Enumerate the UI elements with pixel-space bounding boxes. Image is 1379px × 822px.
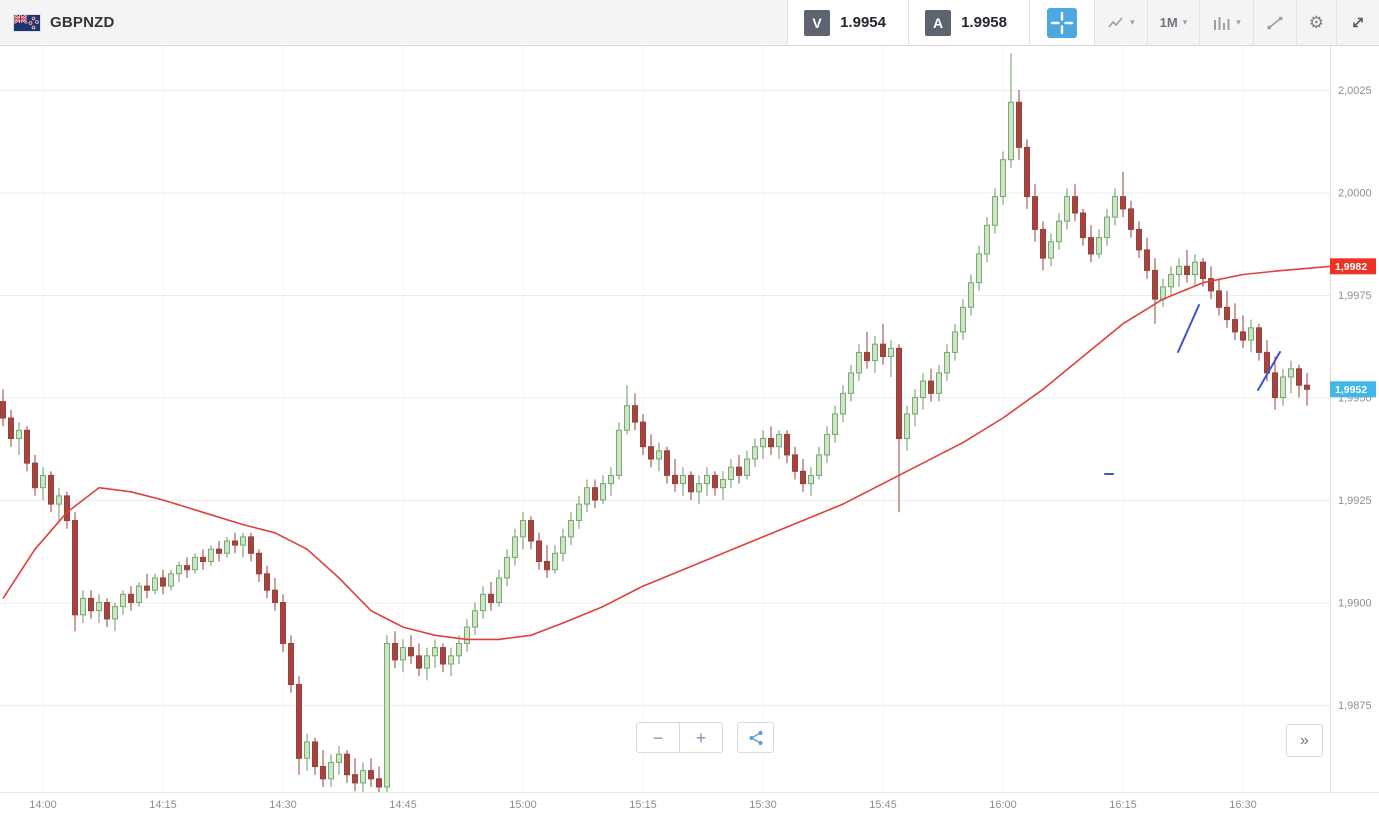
- buy-badge: A: [925, 9, 952, 36]
- share-button[interactable]: [737, 722, 774, 753]
- time-axis-label: 14:45: [389, 799, 417, 811]
- gear-icon: ⚙: [1308, 13, 1324, 32]
- buy-quote-button[interactable]: A 1.9958: [908, 0, 1030, 45]
- expand-panel-button[interactable]: »: [1286, 724, 1323, 757]
- collapse-arrows-icon: [1353, 17, 1363, 28]
- instrument-title: GBPNZD: [50, 14, 115, 31]
- time-axis-label: 15:15: [629, 799, 657, 811]
- trend-line-tool-button[interactable]: [1252, 0, 1296, 45]
- time-axis-label: 15:00: [509, 799, 537, 811]
- time-axis: 14:00 14:15 14:30 14:45 15:00 15:15 15:30 15:45…: [0, 792, 1379, 822]
- trend-line-icon: [1267, 16, 1283, 29]
- time-axis-label: 16:00: [989, 799, 1017, 811]
- toolbar-controls: V 1.9954 A 1.9958: [787, 0, 1379, 45]
- bar-style-icon: [1214, 16, 1230, 30]
- chevron-down-icon: ▾: [1182, 17, 1188, 27]
- svg-text:1,9925: 1,9925: [1338, 495, 1372, 507]
- chart-type-dropdown[interactable]: ▾: [1094, 0, 1147, 45]
- svg-text:1,9900: 1,9900: [1338, 598, 1372, 610]
- chart-toolbar: GBPNZD V 1.9954 A 1.9958: [0, 0, 1379, 46]
- svg-text:2,0000: 2,0000: [1338, 188, 1372, 200]
- timeframe-label: 1M: [1159, 15, 1178, 30]
- zoom-in-button[interactable]: +: [679, 722, 723, 753]
- svg-text:1,9875: 1,9875: [1338, 700, 1372, 712]
- crosshair-cell: [1029, 0, 1095, 45]
- time-axis-label: 14:30: [269, 799, 297, 811]
- share-icon: [748, 730, 763, 745]
- nzd-flag-icon: [14, 14, 40, 31]
- zoom-out-button[interactable]: −: [636, 722, 680, 753]
- time-axis-label: 16:15: [1109, 799, 1137, 811]
- sell-quote-button[interactable]: V 1.9954: [787, 0, 909, 45]
- chevron-down-icon: ▾: [1236, 17, 1241, 27]
- crosshair-button[interactable]: [1047, 7, 1078, 38]
- svg-text:1,9952: 1,9952: [1335, 384, 1367, 396]
- sell-price: 1.9954: [840, 14, 886, 31]
- time-axis-label: 15:30: [749, 799, 777, 811]
- time-axis-label: 15:45: [869, 799, 897, 811]
- sell-badge: V: [804, 9, 831, 36]
- crosshair-icon: [1050, 11, 1074, 34]
- svg-text:1,9982: 1,9982: [1335, 261, 1367, 273]
- chevron-down-icon: ▾: [1130, 17, 1135, 27]
- svg-text:2,0025: 2,0025: [1338, 85, 1372, 97]
- time-axis-label: 16:30: [1229, 799, 1257, 811]
- time-axis-label: 14:15: [149, 799, 177, 811]
- buy-price: 1.9958: [961, 14, 1007, 31]
- timeframe-dropdown[interactable]: 1M ▾: [1146, 0, 1200, 45]
- zoom-controls: − +: [636, 722, 723, 753]
- settings-button[interactable]: ⚙: [1295, 0, 1336, 45]
- svg-text:1,9975: 1,9975: [1338, 290, 1372, 302]
- time-axis-label: 14:00: [29, 799, 57, 811]
- line-chart-icon: [1108, 16, 1123, 27]
- chart-style-dropdown[interactable]: ▾: [1199, 0, 1253, 45]
- collapse-chart-button[interactable]: [1336, 0, 1379, 45]
- chart-area[interactable]: 2,0025 2,0000 1,9975 1,9950 1,9925 1,9900 1,98…: [0, 46, 1379, 822]
- instrument-header: GBPNZD: [0, 0, 115, 45]
- candlestick-chart[interactable]: 2,00252,00001,99751,99501,99251,99001,98…: [0, 46, 1379, 792]
